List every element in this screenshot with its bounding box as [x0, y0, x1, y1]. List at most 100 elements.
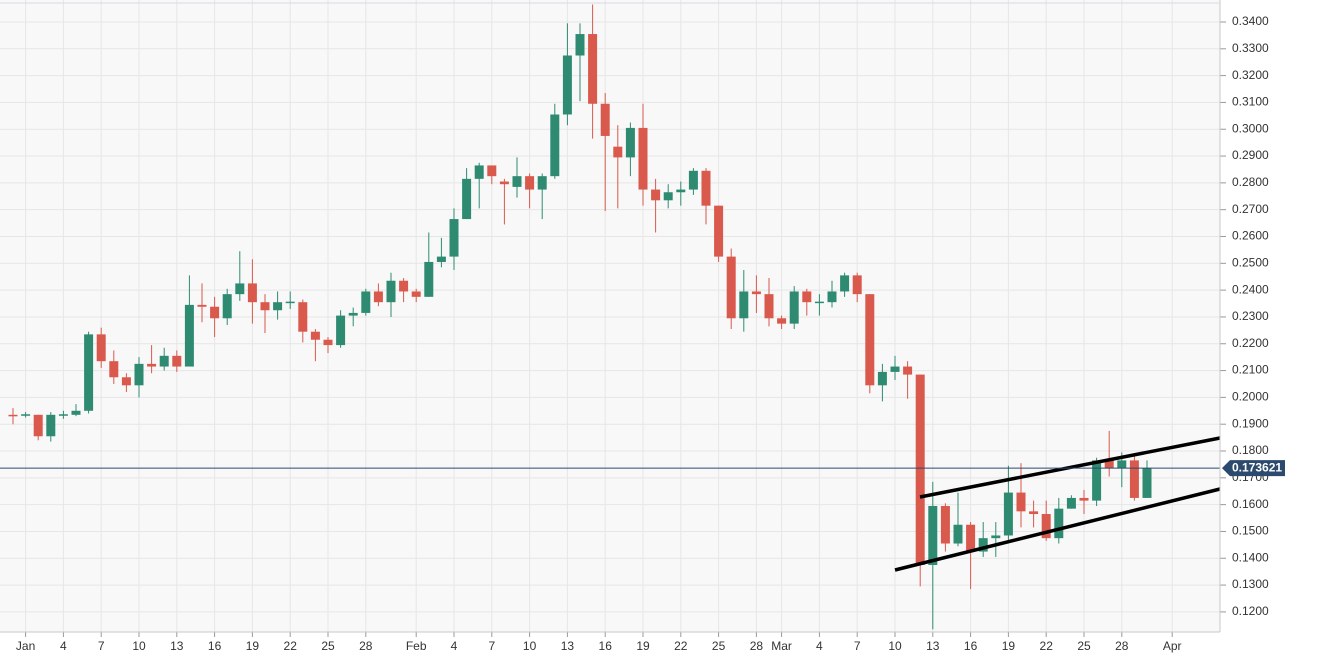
candle-body: [159, 355, 169, 367]
candle-body: [222, 294, 232, 319]
candle-body: [802, 291, 812, 303]
candle-body: [978, 538, 988, 552]
candle-body: [789, 291, 799, 324]
candle-body: [613, 146, 623, 158]
x-tick-label: 7: [488, 639, 495, 653]
y-tick-label: 0.1200: [1232, 604, 1269, 618]
x-tick-label: 13: [561, 639, 575, 653]
x-tick-label: Feb: [406, 639, 427, 653]
candle-body: [814, 301, 824, 304]
candle-body: [21, 414, 31, 416]
x-tick-label: Jan: [16, 639, 35, 653]
candle-body: [121, 377, 131, 386]
trend-line: [919, 436, 1221, 499]
y-tick-label: 0.2100: [1232, 363, 1269, 377]
last-price-label: 0.173621: [1232, 460, 1282, 474]
x-tick-label: 16: [208, 639, 222, 653]
candle-body: [512, 176, 522, 187]
candle-body: [1003, 492, 1013, 536]
candle-body: [134, 363, 144, 386]
candle-body: [84, 334, 94, 411]
candle-body: [474, 165, 484, 179]
candle-body: [991, 535, 1001, 539]
candle-body: [777, 318, 787, 324]
x-tick-label: 4: [816, 639, 823, 653]
candles: [8, 4, 1152, 630]
candle-body: [1029, 511, 1039, 515]
candle-body: [966, 524, 976, 552]
x-tick-label: 4: [451, 639, 458, 653]
plot-background: [0, 0, 1220, 632]
candle-body: [8, 414, 18, 417]
candle-body: [890, 366, 900, 372]
y-tick-label: 0.2800: [1232, 175, 1269, 189]
y-tick-label: 0.2900: [1232, 148, 1269, 162]
candle-body: [638, 127, 648, 190]
candle-body: [386, 280, 396, 303]
x-tick-label: Apr: [1163, 639, 1182, 653]
candle-body: [1129, 460, 1139, 498]
candle-body: [537, 176, 547, 190]
candle-body: [58, 414, 68, 416]
candle-body: [600, 103, 610, 136]
candle-body: [210, 306, 220, 319]
candle-body: [676, 189, 686, 193]
candle-body: [373, 291, 383, 303]
candle-body: [247, 283, 257, 303]
x-tick-label: 13: [926, 639, 940, 653]
x-tick-label: 25: [712, 639, 726, 653]
candle-body: [1054, 508, 1064, 539]
y-tick-label: 0.1800: [1232, 443, 1269, 457]
y-tick-label: 0.1400: [1232, 550, 1269, 564]
x-tick-label: 28: [750, 639, 764, 653]
candle-body: [487, 165, 497, 177]
x-tick-label: 10: [523, 639, 537, 653]
y-tick-label: 0.2200: [1232, 336, 1269, 350]
y-tick-label: 0.3300: [1232, 41, 1269, 55]
x-tick-label: 19: [1002, 639, 1016, 653]
candle-body: [172, 355, 182, 367]
trend-line: [894, 487, 1221, 572]
y-tick-label: 0.1300: [1232, 577, 1269, 591]
candle-body: [940, 505, 950, 544]
candle-body: [147, 363, 157, 367]
x-tick-label: 7: [98, 639, 105, 653]
candle-body: [399, 280, 409, 292]
y-tick-label: 0.3100: [1232, 95, 1269, 109]
candle-body: [336, 315, 346, 346]
x-tick-label: 7: [854, 639, 861, 653]
candle-body: [449, 219, 459, 257]
candle-body: [550, 114, 560, 177]
candle-body: [1041, 514, 1051, 539]
x-tick-label: Mar: [771, 639, 792, 653]
candle-body: [411, 291, 421, 297]
last-price-marker: [1222, 460, 1285, 477]
candle-body: [436, 256, 446, 262]
y-tick-label: 0.2600: [1232, 229, 1269, 243]
y-tick-label: 0.1600: [1232, 497, 1269, 511]
y-tick-label: 0.2300: [1232, 309, 1269, 323]
candle-body: [46, 414, 56, 437]
candle-body: [1079, 497, 1089, 501]
candle-body: [424, 261, 434, 297]
x-tick-label: 16: [964, 639, 978, 653]
candle-body: [877, 371, 887, 386]
candle-body: [361, 291, 371, 313]
x-tick-label: 10: [888, 639, 902, 653]
candle-body: [915, 374, 925, 565]
y-tick-label: 0.3200: [1232, 68, 1269, 82]
x-tick-label: 22: [1040, 639, 1054, 653]
x-tick-label: 28: [1115, 639, 1129, 653]
y-tick-label: 0.1500: [1232, 524, 1269, 538]
candle-body: [1016, 492, 1026, 512]
x-tick-label: 19: [636, 639, 650, 653]
y-tick-label: 0.2700: [1232, 202, 1269, 216]
candle-body: [348, 312, 358, 316]
y-tick-label: 0.3000: [1232, 121, 1269, 135]
candle-body: [323, 339, 333, 346]
candle-body: [260, 302, 270, 311]
candle-body: [462, 178, 472, 220]
candle-body: [1117, 460, 1127, 469]
candle-body: [525, 176, 535, 190]
y-tick-label: 0.2500: [1232, 255, 1269, 269]
